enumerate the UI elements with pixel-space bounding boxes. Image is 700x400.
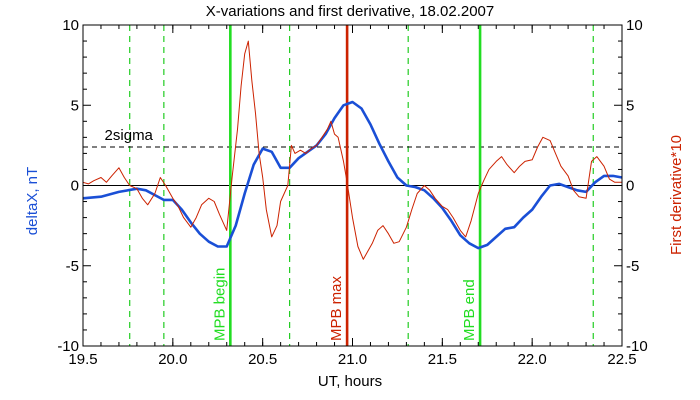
x-tick-label: 20.0 xyxy=(158,351,187,368)
series-layer xyxy=(82,25,623,346)
event-label: MPB begin xyxy=(211,268,228,341)
tick-layer: 19.5 20.0 20.5 21.0 21.5 22.0 22.5-10-50510-10… xyxy=(57,17,647,368)
y-tick-label-left: 5 xyxy=(71,97,79,114)
y-tick-label-left: -10 xyxy=(57,338,79,355)
series-line-derivative xyxy=(82,40,622,260)
threshold-label: 2sigma xyxy=(105,127,154,144)
x-tick-label: 21.5 xyxy=(428,351,457,368)
x-tick-label: 19.5 xyxy=(68,351,97,368)
x-axis-title: UT, hours xyxy=(318,373,382,390)
x-tick-label: 22.0 xyxy=(518,351,547,368)
y-tick-label-right: 5 xyxy=(626,97,634,114)
event-label: MPB max xyxy=(328,275,345,341)
grid-layer xyxy=(83,25,622,346)
series-line-deltax xyxy=(82,100,623,250)
y-tick-label-right: 10 xyxy=(626,17,643,34)
x-tick-label: 22.5 xyxy=(607,351,636,368)
chart-title: X-variations and first derivative, 18.02… xyxy=(206,3,495,20)
y-tick-label-right: -5 xyxy=(626,258,639,275)
x-tick-label: 21.0 xyxy=(338,351,367,368)
y-tick-label-left: 0 xyxy=(71,178,79,195)
y-tick-label-left: -5 xyxy=(66,258,79,275)
event-label: MPB end xyxy=(461,279,478,341)
y-axis-title-left: deltaX, nT xyxy=(24,167,41,235)
y-tick-label-right: 0 xyxy=(626,178,634,195)
y-tick-label-right: -10 xyxy=(626,338,648,355)
annotation-layer: 2sigma MPB begin MPB max MPB end xyxy=(105,127,479,341)
x-tick-label: 20.5 xyxy=(248,351,277,368)
y-axis-title-right: First derivative*10 xyxy=(668,135,685,255)
y-tick-label-left: 10 xyxy=(62,17,79,34)
